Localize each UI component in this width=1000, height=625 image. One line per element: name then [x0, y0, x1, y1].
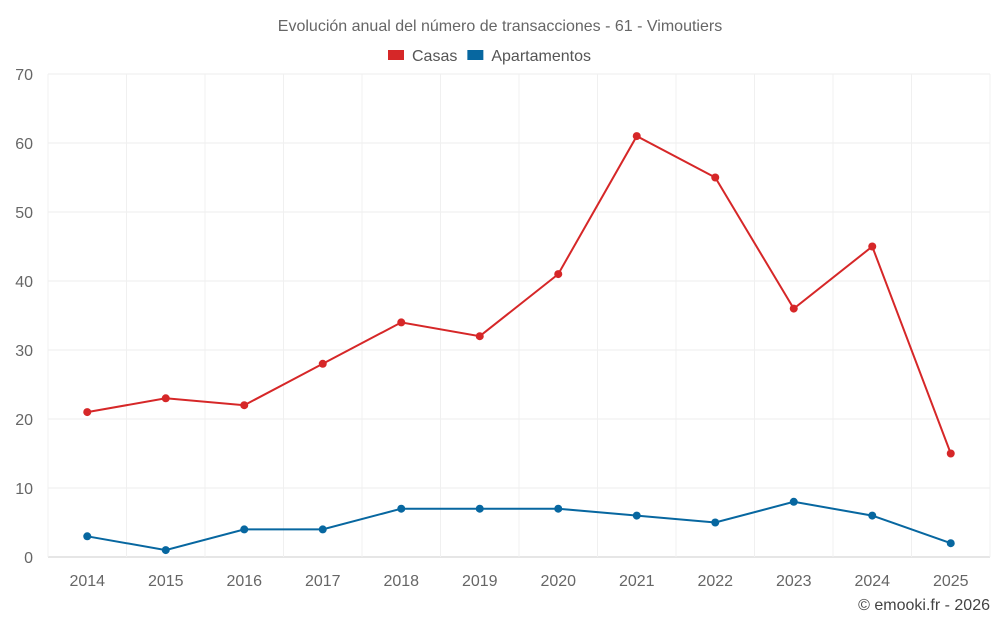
data-point [318, 359, 327, 368]
x-tick-label: 2024 [854, 573, 890, 590]
x-tick-label: 2014 [69, 573, 105, 590]
data-point [632, 132, 641, 141]
x-tick-label: 2021 [619, 573, 655, 590]
data-point [554, 270, 563, 279]
grid [47, 73, 991, 558]
data-point [240, 525, 249, 534]
data-point [711, 173, 720, 182]
data-point [83, 408, 92, 417]
series-casas [83, 132, 955, 458]
data-point [161, 394, 170, 403]
x-tick-label: 2023 [776, 573, 812, 590]
data-point [161, 546, 170, 555]
data-point [554, 504, 563, 513]
data-point [475, 504, 484, 513]
y-tick-label: 60 [15, 136, 33, 153]
x-tick-label: 2016 [226, 573, 262, 590]
data-point [632, 511, 641, 520]
x-tick-label: 2018 [383, 573, 419, 590]
x-tick-label: 2025 [933, 573, 969, 590]
data-point [240, 401, 249, 410]
data-point [868, 242, 877, 251]
credit: © emooki.fr - 2026 [858, 597, 990, 614]
data-point [946, 539, 955, 548]
y-tick-label: 30 [15, 343, 33, 360]
data-point [83, 532, 92, 541]
legend: Casas Apartamentos [388, 48, 591, 65]
y-tick-label: 50 [15, 205, 33, 222]
legend-item: Casas [388, 48, 457, 65]
y-tick-label: 10 [15, 481, 33, 498]
y-axis: 0 10 20 30 40 50 60 70 [15, 67, 33, 567]
legend-label: Apartamentos [491, 48, 591, 65]
data-point [397, 504, 406, 513]
data-point [868, 511, 877, 520]
legend-swatch [388, 50, 404, 60]
series-group [83, 132, 955, 555]
series-line [87, 500, 952, 552]
data-point [789, 497, 798, 506]
data-point [946, 449, 955, 458]
legend-label: Casas [412, 48, 457, 65]
x-axis: 2014 2015 2016 2017 2018 2019 2020 2021 2022 2023… [69, 573, 968, 590]
legend-item: Apartamentos [467, 48, 591, 65]
chart-title: Evolución anual del número de transaccio… [278, 18, 722, 35]
data-point [711, 518, 720, 527]
data-point [475, 332, 484, 341]
x-tick-label: 2017 [305, 573, 341, 590]
data-point [318, 525, 327, 534]
series-apartamentos [83, 497, 955, 555]
y-tick-label: 70 [15, 67, 33, 84]
series-line [87, 134, 952, 454]
x-tick-label: 2019 [462, 573, 498, 590]
data-point [789, 304, 798, 313]
data-point [397, 318, 406, 327]
legend-swatch [467, 50, 484, 60]
x-tick-label: 2022 [697, 573, 733, 590]
x-tick-label: 2015 [148, 573, 184, 590]
y-tick-label: 0 [24, 550, 33, 567]
y-tick-label: 20 [15, 412, 33, 429]
x-tick-label: 2020 [540, 573, 576, 590]
y-tick-label: 40 [15, 274, 33, 291]
